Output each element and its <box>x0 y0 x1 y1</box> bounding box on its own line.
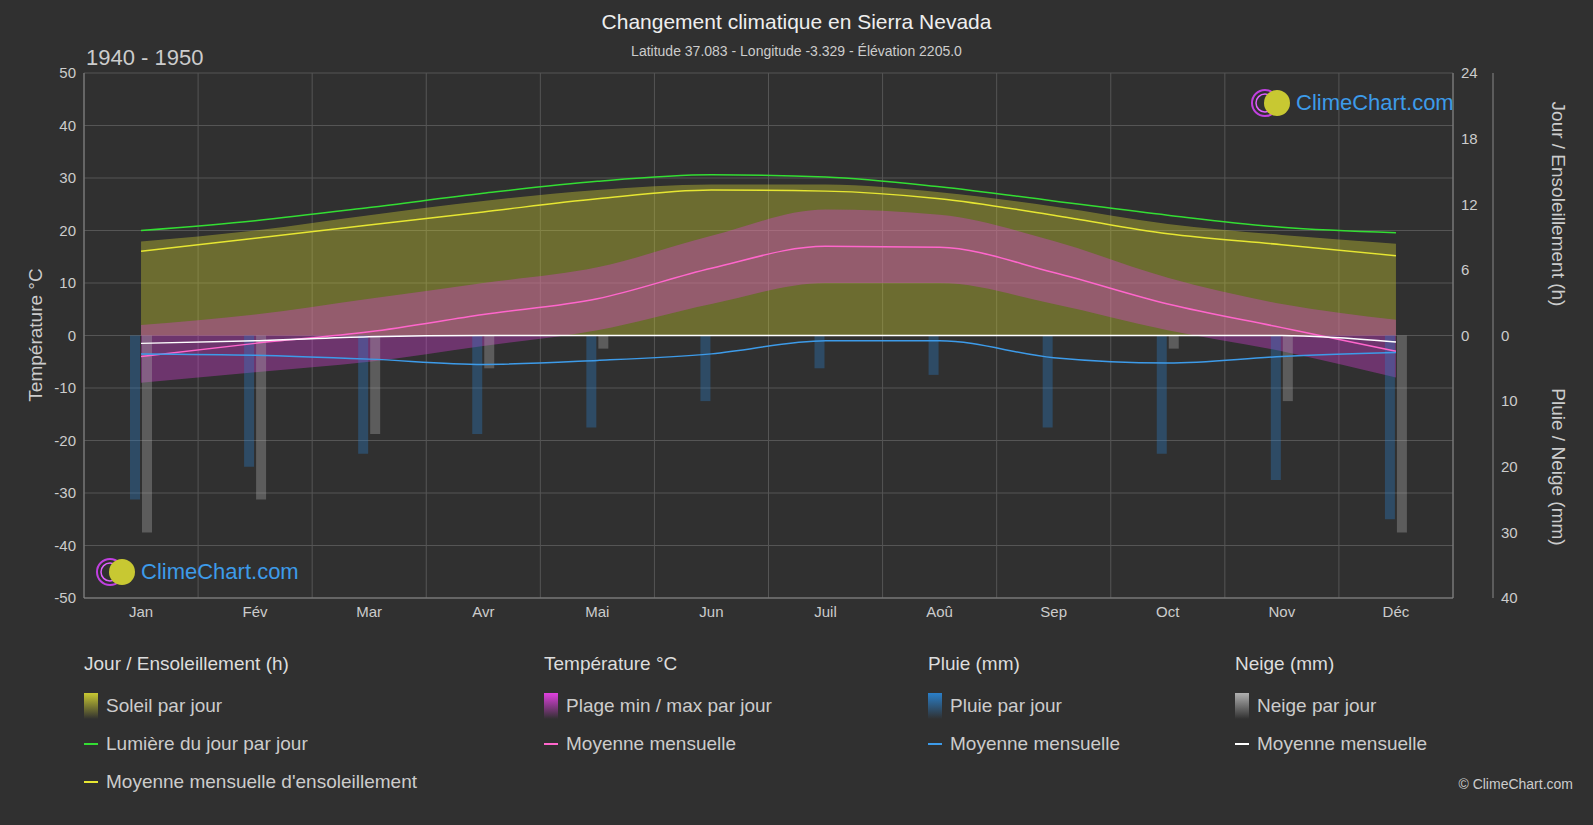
svg-text:20: 20 <box>1501 458 1518 475</box>
svg-text:Jan: Jan <box>129 603 153 620</box>
svg-text:Juil: Juil <box>814 603 837 620</box>
html-text:Moyenne mensuelle d'ensoleille: Moyenne mensuelle d'ensoleillement <box>106 771 417 792</box>
svg-text:40: 40 <box>1501 589 1518 606</box>
svg-text:30: 30 <box>59 169 76 186</box>
svg-text:-50: -50 <box>54 589 76 606</box>
html-text:Neige par jour: Neige par jour <box>1257 695 1377 716</box>
svg-text:18: 18 <box>1461 130 1478 147</box>
svg-text:Nov: Nov <box>1269 603 1296 620</box>
html-text:Soleil par jour: Soleil par jour <box>106 695 223 716</box>
svg-text:Jun: Jun <box>699 603 723 620</box>
svg-text:Avr: Avr <box>472 603 494 620</box>
svg-text:Mai: Mai <box>585 603 609 620</box>
svg-text:10: 10 <box>1501 392 1518 409</box>
html-text:ClimeChart.com: ClimeChart.com <box>1296 90 1454 115</box>
html-text:Jour / Ensoleillement (h): Jour / Ensoleillement (h) <box>1548 101 1569 307</box>
svg-text:Oct: Oct <box>1156 603 1180 620</box>
svg-text:Déc: Déc <box>1383 603 1410 620</box>
svg-text:Aoû: Aoû <box>926 603 953 620</box>
html-text:Moyenne mensuelle: Moyenne mensuelle <box>950 733 1120 754</box>
svg-text:30: 30 <box>1501 524 1518 541</box>
html-text:Changement climatique en Sierr: Changement climatique en Sierra Nevada <box>601 10 992 33</box>
svg-text:-30: -30 <box>54 484 76 501</box>
html-text:Moyenne mensuelle: Moyenne mensuelle <box>566 733 736 754</box>
svg-text:Sep: Sep <box>1040 603 1067 620</box>
html-text:Pluie par jour: Pluie par jour <box>950 695 1062 716</box>
svg-text:-10: -10 <box>54 379 76 396</box>
html-text:Lumière du jour par jour: Lumière du jour par jour <box>106 733 308 754</box>
svg-text:Fév: Fév <box>243 603 269 620</box>
html-text:Latitude 37.083 - Longitude -3: Latitude 37.083 - Longitude -3.329 - Élé… <box>631 43 962 59</box>
html-text:Pluie (mm): Pluie (mm) <box>928 653 1020 674</box>
svg-text:0: 0 <box>1461 327 1469 344</box>
html-text:Température °C: Température °C <box>544 653 678 674</box>
html-text:Moyenne mensuelle: Moyenne mensuelle <box>1257 733 1427 754</box>
svg-text:20: 20 <box>59 222 76 239</box>
svg-text:-40: -40 <box>54 537 76 554</box>
svg-text:50: 50 <box>59 64 76 81</box>
html-text:1940 - 1950: 1940 - 1950 <box>86 45 204 70</box>
html-text:© ClimeChart.com: © ClimeChart.com <box>1458 776 1573 792</box>
svg-text:0: 0 <box>68 327 76 344</box>
svg-text:Mar: Mar <box>356 603 382 620</box>
html-text:Plage min / max par jour: Plage min / max par jour <box>566 695 772 716</box>
html-text:Température °C: Température °C <box>25 268 46 402</box>
html-text:Pluie / Neige (mm): Pluie / Neige (mm) <box>1548 388 1569 546</box>
svg-text:12: 12 <box>1461 196 1478 213</box>
html-text:ClimeChart.com: ClimeChart.com <box>141 559 299 584</box>
svg-text:6: 6 <box>1461 261 1469 278</box>
svg-text:10: 10 <box>59 274 76 291</box>
svg-text:24: 24 <box>1461 64 1478 81</box>
html-text:Neige (mm): Neige (mm) <box>1235 653 1335 674</box>
svg-text:-20: -20 <box>54 432 76 449</box>
svg-text:40: 40 <box>59 117 76 134</box>
svg-text:0: 0 <box>1501 327 1509 344</box>
html-text:Jour / Ensoleillement (h): Jour / Ensoleillement (h) <box>84 653 289 674</box>
